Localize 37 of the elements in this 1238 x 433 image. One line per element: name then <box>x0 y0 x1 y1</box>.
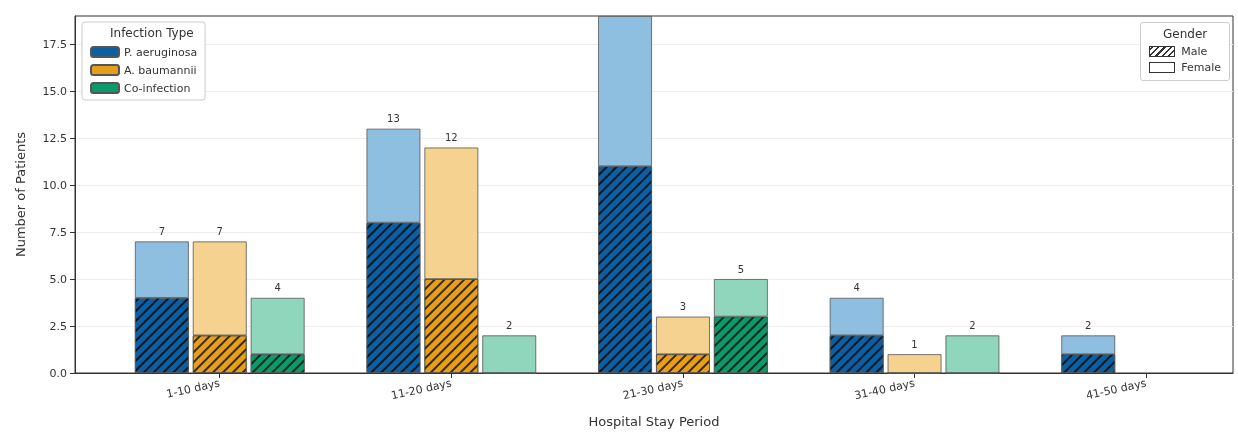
total-label: 3 <box>679 301 687 313</box>
legend-label: Co-infection <box>124 81 191 95</box>
x-tick-label: 31-40 days <box>853 376 917 403</box>
total-label: 7 <box>216 225 223 237</box>
annotation: Female <box>1181 61 1221 74</box>
y-tick-label: 2.5 <box>49 319 67 333</box>
legend-title: Infection Type <box>110 26 194 40</box>
x-tick-label: 41-50 days <box>1084 376 1148 403</box>
legend-label: A. baumannii <box>124 63 197 77</box>
annotation: Male <box>1181 45 1208 58</box>
total-label: 2 <box>969 319 976 331</box>
total-label: 2 <box>506 319 513 331</box>
total-label: 4 <box>274 282 281 294</box>
bar <box>482 335 537 373</box>
x-tick-label: 1-10 days <box>165 376 222 401</box>
y-tick-label: 10.0 <box>42 178 67 192</box>
total-label: 1 <box>911 338 918 350</box>
bar <box>945 335 1000 373</box>
bar <box>887 354 942 373</box>
total-label: 13 <box>387 113 400 125</box>
y-tick-label: 15.0 <box>42 84 67 98</box>
total-label: 4 <box>853 282 860 294</box>
x-axis-title: Hospital Stay Period <box>588 414 720 429</box>
x-tick-label: 11-20 days <box>390 376 453 403</box>
total-label: 7 <box>158 225 166 237</box>
y-tick-label: 12.5 <box>42 131 67 145</box>
total-label: 5 <box>737 263 745 275</box>
y-tick-label: 0.0 <box>49 366 67 380</box>
total-label: 12 <box>444 132 458 144</box>
y-tick-label: 7.5 <box>49 225 67 239</box>
y-tick-label: 17.5 <box>42 37 67 51</box>
legend-label: P. aeruginosa <box>124 45 198 59</box>
x-tick-label: 21-30 days <box>621 376 685 403</box>
annotation: Gender <box>1162 27 1209 41</box>
total-label: 2 <box>1085 319 1092 331</box>
y-tick-label: 5.0 <box>49 272 67 286</box>
y-axis-title: Number of Patients <box>13 131 28 258</box>
